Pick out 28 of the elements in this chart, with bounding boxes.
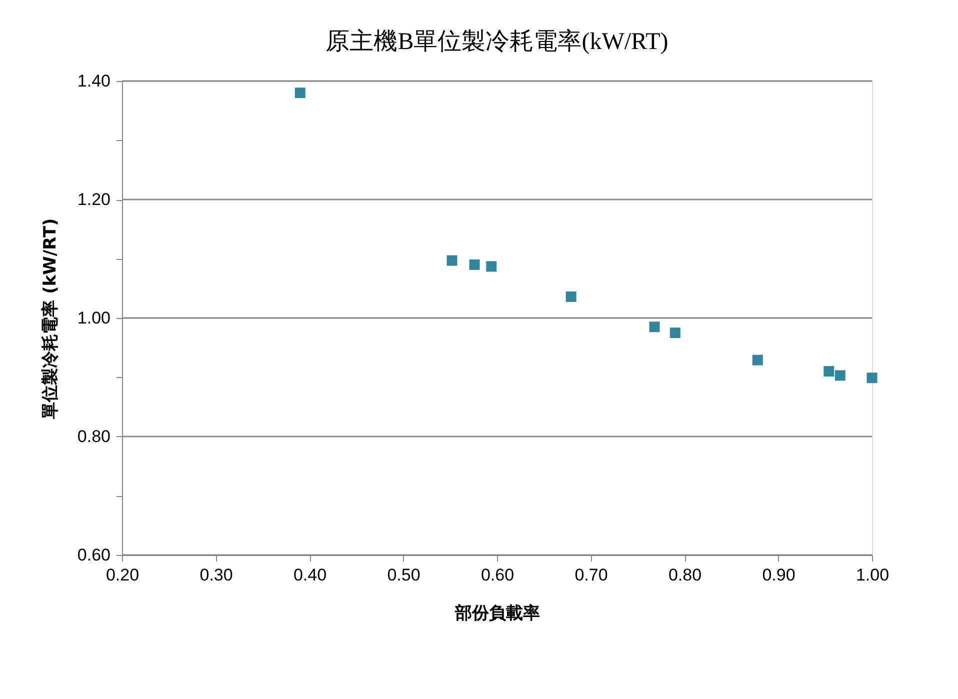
point [824, 366, 834, 377]
point [670, 328, 680, 338]
x-tick-label: 0.90 [762, 566, 796, 584]
y-tick-label: 0.60 [77, 546, 110, 564]
point [446, 255, 458, 266]
x-tick-label: 0.50 [387, 566, 420, 584]
point [469, 259, 480, 270]
y-axis-title: 單位製冷耗電率 (kW/RT) [40, 218, 60, 420]
x-tick-label: 0.20 [106, 566, 140, 584]
y-tick-label: 1.20 [77, 190, 110, 209]
y-tick-label: 1.00 [77, 308, 110, 328]
x-tick-label: 0.80 [668, 566, 702, 584]
point [566, 291, 576, 302]
y-tick-label: 0.80 [77, 427, 110, 446]
x-axis-title: 部份負載率 [454, 604, 540, 624]
point [834, 370, 846, 381]
point [752, 354, 763, 366]
x-tick-label: 0.60 [480, 566, 514, 584]
x-tick-label: 0.40 [293, 566, 327, 584]
x-tick-label: 1.00 [856, 566, 890, 584]
point [866, 372, 878, 384]
point [649, 322, 660, 332]
point [294, 88, 306, 98]
x-tick-label: 0.70 [574, 566, 608, 584]
y-tick-label: 1.40 [77, 72, 110, 90]
chart-title: 原主機B單位製冷耗電率(kW/RT) [326, 28, 668, 55]
x-tick-label: 0.30 [200, 566, 233, 584]
point [486, 261, 497, 272]
